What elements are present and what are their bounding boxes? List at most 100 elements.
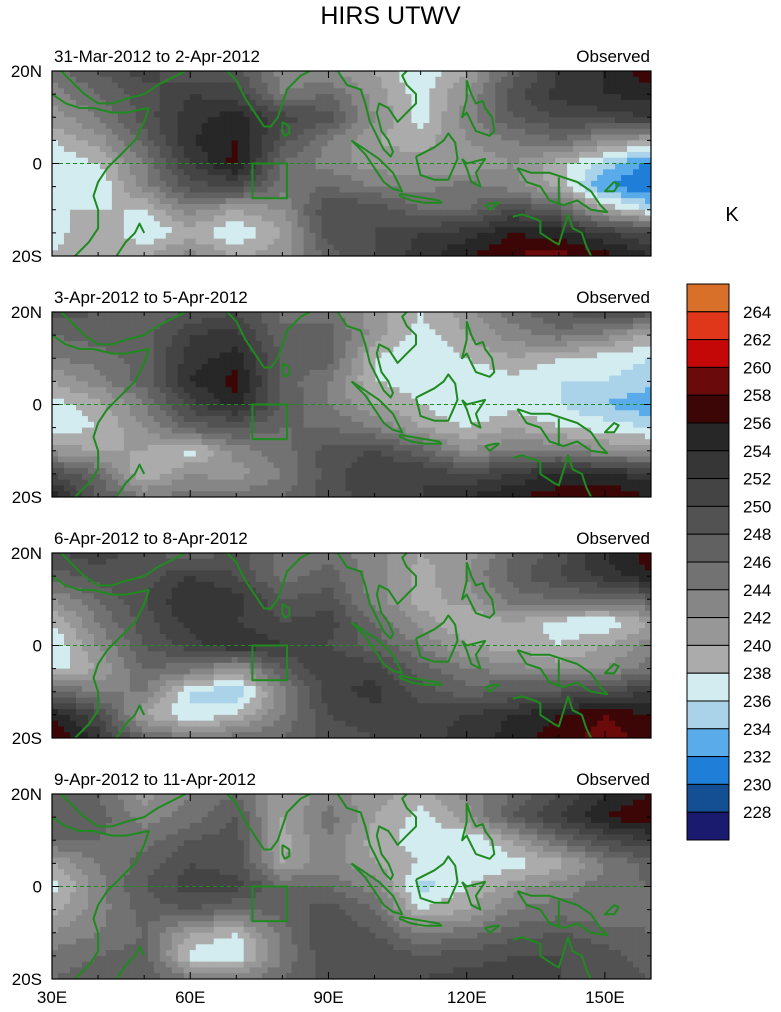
field-cell [195, 198, 203, 205]
field-cell [57, 323, 65, 330]
field-cell [93, 146, 101, 153]
field-cell [597, 105, 604, 113]
field-cell [351, 329, 359, 336]
field-cell [231, 198, 239, 205]
field-cell [351, 203, 359, 211]
field-cell [201, 88, 209, 95]
field-cell [471, 163, 478, 170]
field-cell [52, 175, 59, 182]
field-cell [501, 250, 508, 256]
field-cell [171, 71, 179, 78]
field-cell [147, 88, 155, 95]
field-cell [525, 117, 532, 124]
field-cell [537, 105, 544, 113]
field-cell [129, 358, 137, 365]
field-cell [129, 238, 137, 246]
field-cell [189, 346, 197, 354]
field-cell [333, 387, 341, 394]
field-cell [153, 198, 161, 205]
field-cell [561, 105, 568, 113]
field-cell [81, 323, 89, 330]
field-cell [261, 203, 269, 211]
field-cell [591, 375, 598, 382]
field-cell [213, 323, 221, 330]
field-cell [489, 88, 496, 95]
field-cell [561, 312, 568, 319]
field-cell [597, 128, 604, 136]
field-cell [159, 94, 167, 101]
field-cell [153, 232, 161, 240]
field-cell [105, 392, 113, 400]
field-cell [201, 76, 209, 84]
field-cell [375, 209, 383, 217]
field-cell [291, 392, 299, 400]
field-cell [333, 346, 341, 354]
field-cell [471, 94, 478, 101]
field-cell [135, 163, 143, 170]
field-cell [411, 117, 418, 124]
field-cell [345, 71, 353, 78]
field-cell [52, 312, 59, 319]
field-cell [597, 140, 604, 147]
field-cell [549, 329, 556, 336]
field-cell [123, 323, 131, 330]
field-cell [231, 111, 239, 118]
field-cell [579, 227, 586, 234]
field-cell [429, 364, 436, 371]
field-cell [441, 404, 448, 411]
field-cell [255, 232, 263, 240]
field-cell [519, 346, 526, 354]
field-cell [345, 398, 353, 406]
field-cell [645, 117, 651, 124]
field-cell [183, 175, 191, 182]
field-cell [171, 134, 179, 141]
field-cell [87, 215, 95, 222]
field-cell [303, 387, 311, 394]
field-cell [645, 369, 651, 377]
field-cell [105, 128, 113, 136]
field-cell [417, 329, 424, 336]
field-cell [381, 232, 389, 240]
field-cell [57, 105, 65, 113]
field-cell [423, 323, 430, 330]
field-cell [459, 387, 466, 394]
field-cell [585, 140, 592, 147]
field-cell [237, 209, 245, 217]
field-cell [171, 105, 179, 113]
field-cell [267, 317, 275, 325]
field-cell [579, 215, 586, 222]
field-cell [93, 329, 101, 336]
field-cell [195, 140, 203, 147]
field-cell [345, 375, 353, 382]
field-cell [87, 312, 95, 319]
field-cell [435, 317, 442, 325]
field-cell [261, 151, 269, 159]
field-cell [207, 151, 215, 159]
field-cell [537, 209, 544, 217]
field-cell [525, 123, 532, 130]
field-cell [273, 203, 281, 211]
field-cell [351, 82, 359, 89]
field-cell [579, 221, 586, 228]
field-cell [519, 244, 526, 251]
field-cell [591, 134, 598, 141]
field-cell [381, 238, 389, 246]
field-cell [603, 244, 610, 251]
field-cell [615, 157, 622, 165]
field-cell [495, 192, 502, 199]
field-cell [291, 157, 299, 165]
field-cell [69, 352, 77, 359]
field-cell [447, 105, 454, 113]
field-cell [483, 198, 490, 205]
field-cell [441, 329, 448, 336]
field-cell [177, 146, 185, 153]
field-cell [627, 140, 634, 147]
field-cell [453, 163, 460, 170]
field-cell [381, 163, 389, 170]
field-cell [99, 317, 107, 325]
field-cell [609, 375, 616, 382]
field-cell [105, 134, 113, 141]
field-cell [597, 312, 604, 319]
field-cell [339, 123, 347, 130]
field-cell [75, 163, 83, 170]
